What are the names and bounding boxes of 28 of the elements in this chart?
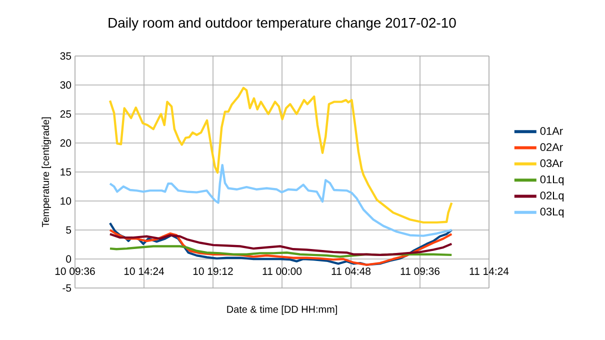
y-tick-label: -5 xyxy=(62,284,72,292)
legend-label: 02Lq xyxy=(540,192,564,202)
y-tick-label: 30 xyxy=(60,81,72,89)
legend-label: 03Lq xyxy=(540,208,564,218)
x-tick-label: 11 04:48 xyxy=(332,268,371,275)
y-tick-label: 35 xyxy=(60,52,72,60)
y-tick-label: 0 xyxy=(66,255,72,263)
x-tick-label: 10 14:24 xyxy=(124,268,164,275)
line-series xyxy=(108,228,453,266)
legend-label: 01Ar xyxy=(540,127,563,135)
y-tick-label: 10 xyxy=(60,197,72,205)
chart-title: Daily room and outdoor temperature change 2017-02-10 xyxy=(108,17,456,30)
x-tick-label: 11 14:24 xyxy=(470,268,509,275)
x-axis-title: Date & time [DD HH:mm] xyxy=(227,306,337,315)
x-tick-label: 10 19:12 xyxy=(193,268,233,275)
y-axis-title: Temperature [centigrade] xyxy=(42,117,52,228)
line-series xyxy=(108,86,453,224)
x-tick-label: 11 09:36 xyxy=(400,268,440,275)
x-tick-label: 10 09:36 xyxy=(55,268,95,275)
y-tick-label: 5 xyxy=(66,226,72,234)
legend-label: 01Lq xyxy=(540,176,564,186)
line-series xyxy=(108,232,453,256)
legend-label: 02Ar xyxy=(540,143,563,151)
y-tick-label: 15 xyxy=(60,168,72,176)
y-tick-label: 20 xyxy=(60,139,72,147)
x-tick-label: 11 00:00 xyxy=(262,268,302,275)
legend-label: 03Ar xyxy=(540,159,563,168)
y-tick-label: 25 xyxy=(60,110,72,118)
